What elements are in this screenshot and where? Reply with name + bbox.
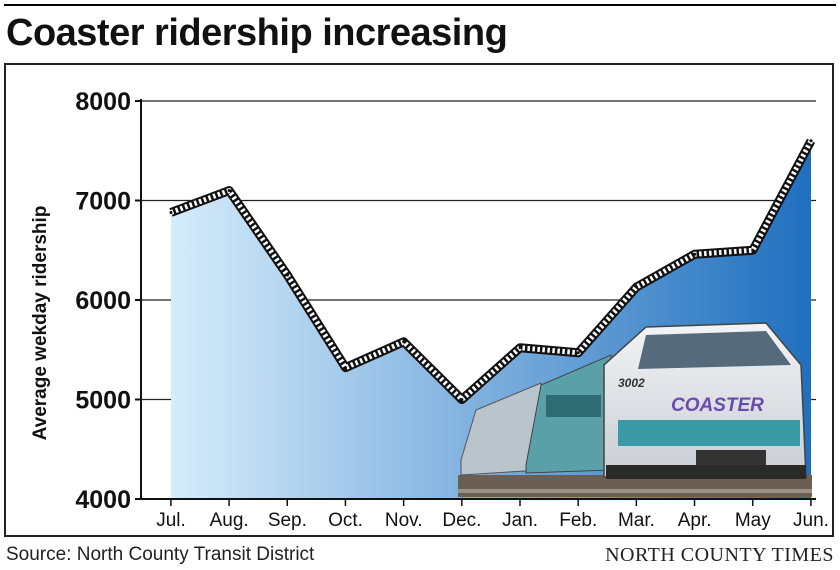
- track-rail: [458, 489, 812, 493]
- train-logo: COASTER: [671, 395, 764, 416]
- data-point-feb: [576, 351, 580, 355]
- x-tick-label: Jun.: [793, 510, 829, 531]
- data-line: [169, 138, 815, 404]
- y-axis-label: Average wekday ridership: [30, 206, 51, 441]
- top-rule: [4, 4, 836, 6]
- x-tick-label: Jul.: [156, 510, 186, 531]
- x-tick-label: Nov.: [385, 510, 423, 531]
- coaster-train-illustration: COASTER 3002: [458, 322, 812, 497]
- data-point-oct: [344, 366, 348, 370]
- data-point-may: [751, 248, 755, 252]
- data-point-nov: [402, 340, 406, 344]
- chart-title: Coaster ridership increasing: [6, 12, 508, 54]
- y-tick-label: 5000: [75, 387, 131, 415]
- x-tick-label: Dec.: [442, 510, 481, 531]
- data-point-jun: [809, 139, 813, 143]
- y-tick-label: 4000: [75, 486, 131, 514]
- x-tick-label: May: [735, 510, 771, 531]
- ridership-chart: COASTER 3002 4000 5000 6000 7000 8000 Jul. Aug…: [30, 88, 829, 531]
- x-tick-label: Apr.: [678, 510, 712, 531]
- publisher-brand: NORTH COUNTY TIMES: [605, 544, 834, 566]
- train-number: 3002: [618, 376, 645, 390]
- data-point-jan: [518, 346, 522, 350]
- x-tick-label: Oct.: [328, 510, 363, 531]
- train-windows-middle: [546, 395, 601, 417]
- locomotive-undercarriage: [606, 465, 806, 479]
- x-tick-label: Sep.: [268, 510, 307, 531]
- x-tick-label: Feb.: [559, 510, 597, 531]
- data-point-dec: [460, 398, 464, 401]
- locomotive-windshield: [638, 331, 791, 369]
- source-note: Source: North County Transit District: [6, 544, 315, 565]
- y-tick-label: 8000: [75, 88, 131, 116]
- data-point-aug: [227, 189, 231, 193]
- locomotive-stripe: [618, 420, 800, 446]
- y-tick-label: 6000: [75, 287, 131, 315]
- ridership-line-ties: [170, 139, 814, 402]
- data-point-apr: [693, 252, 697, 256]
- data-point-mar: [634, 285, 638, 289]
- y-tick-label: 7000: [75, 188, 131, 216]
- x-tick-label: Mar.: [618, 510, 655, 531]
- chart-frame: COASTER 3002 4000 5000 6000 7000 8000 Jul. Aug…: [4, 63, 834, 537]
- x-tick-label: Jan.: [502, 510, 538, 531]
- x-tick-label: Aug.: [210, 510, 249, 531]
- axes: 4000 5000 6000 7000 8000 Jul. Aug. Sep. Oct. Nov.…: [75, 88, 829, 531]
- data-point-sep: [285, 273, 289, 277]
- data-point-jul: [169, 210, 173, 214]
